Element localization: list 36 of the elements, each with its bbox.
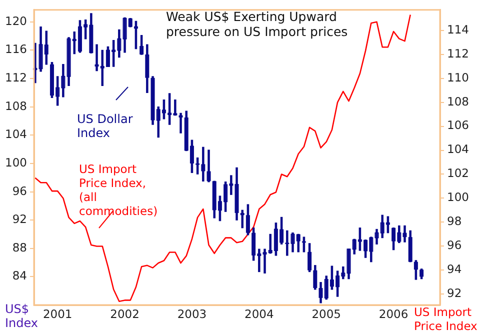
y2-tick-label: 110: [447, 70, 469, 84]
y2-tick-label: 108: [447, 94, 469, 108]
y-axis-title: US$ Index: [5, 302, 39, 330]
x-tick-label: 2004: [244, 306, 274, 321]
y2-tick-label: 102: [447, 166, 469, 180]
y-tick-label: 96: [12, 184, 27, 198]
y-tick-label: 116: [5, 42, 27, 56]
x-tick-label: 2005: [312, 306, 341, 321]
x-tick-label: 2006: [378, 306, 408, 321]
x-tick-label: 2003: [177, 306, 207, 321]
text: Weak US$ Exerting Upward pressure on US Import prices: [166, 9, 349, 39]
y2-tick-label: 100: [447, 190, 469, 204]
annotation: US Dollar Index: [77, 112, 134, 140]
y-tick-label: 104: [5, 127, 27, 142]
y-tick-label: 92: [12, 212, 27, 226]
y-tick-label: 120: [5, 14, 27, 28]
y2-tick-label: 96: [447, 238, 462, 252]
y2-tick-label: 112: [447, 46, 469, 60]
x-tick-label: 2001: [42, 306, 72, 321]
y-tick-label: 108: [5, 98, 27, 113]
y-tick-label: 88: [12, 240, 27, 254]
y2-tick-label: 92: [447, 286, 462, 300]
y-tick-label: 84: [12, 268, 27, 283]
candlestick: [285, 230, 290, 256]
y2-axis-title: US Import Price Index: [414, 305, 478, 333]
y2-tick-label: 106: [447, 118, 469, 132]
y2-tick-label: 114: [447, 22, 469, 36]
y2-tick-label: 98: [447, 214, 462, 228]
x-tick-label: 2002: [110, 306, 140, 321]
annotation: US Import Price Index, (all commodities): [79, 162, 158, 218]
candlestick: [240, 210, 244, 228]
y-tick-label: 112: [5, 70, 27, 85]
y2-tick-label: 94: [447, 262, 462, 276]
y-tick-label: 100: [5, 155, 27, 170]
y2-tick-label: 104: [447, 142, 469, 156]
candlestick: [178, 112, 183, 134]
